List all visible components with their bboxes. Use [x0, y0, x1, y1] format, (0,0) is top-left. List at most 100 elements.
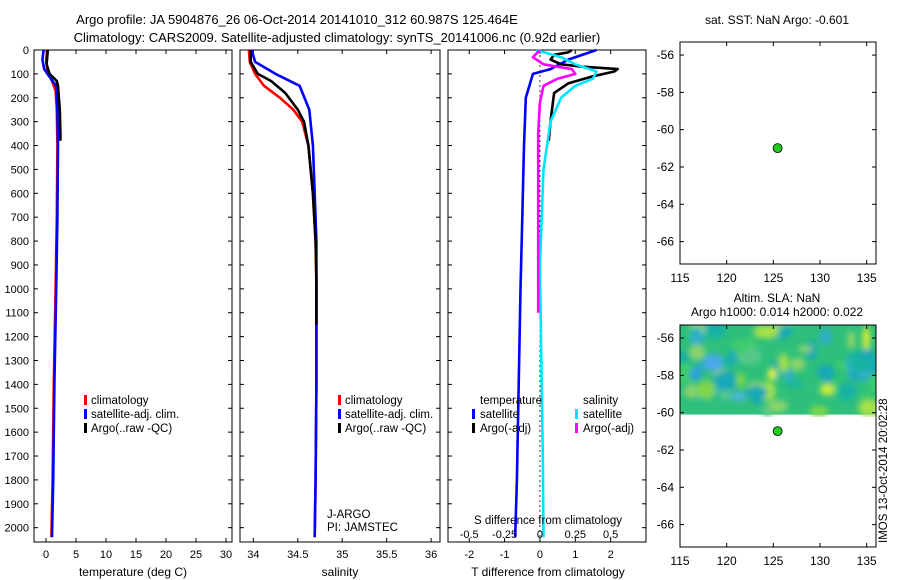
y-tick-label: -66: [657, 518, 675, 532]
sla-texture-cell: [809, 405, 829, 417]
series-line-salinity-argo-adj: [531, 49, 577, 313]
y-tick-label: -62: [657, 160, 675, 174]
x-tick-label: 34.5: [287, 549, 308, 561]
difference-legend: temperature satellite Argo(-adj) salinit…: [472, 395, 634, 435]
legend-title-temperature: temperature: [480, 395, 542, 407]
y-tick-label: 800: [11, 236, 29, 248]
sla-texture-cell: [702, 325, 727, 340]
legend-label-satellite: satellite-adj. clim.: [345, 409, 433, 421]
series-line-argo-raw-qc: [249, 50, 318, 325]
legend-swatch-climatology: [338, 395, 341, 405]
y-tick-label: -56: [657, 331, 675, 345]
x-tick-label: 125: [763, 554, 783, 568]
sla-texture-cell: [790, 357, 806, 372]
sla-texture-cell: [767, 399, 788, 413]
salinity-x-ticks: 34 34.5 35 35.5 36: [247, 50, 437, 561]
legend-label-sal-satellite: satellite: [583, 409, 622, 421]
y-tick-label: 100: [11, 69, 29, 81]
y-tick-label: -60: [657, 406, 675, 420]
y-tick-label: 600: [11, 188, 29, 200]
x-tick-label: 120: [717, 554, 737, 568]
sst-map-axes-box: [679, 41, 877, 265]
sla-map-title-line1: Altim. SLA: NaN: [734, 291, 821, 305]
sla-texture-cell: [713, 371, 738, 391]
legend-swatch-argo: [84, 423, 87, 433]
y-tick-label: -66: [657, 235, 675, 249]
sla-texture-cell: [816, 364, 835, 380]
legend-swatch-climatology: [84, 395, 87, 405]
series-line-climatology: [247, 49, 318, 538]
x-tick-label: 115: [670, 271, 689, 285]
temperature-series: [41, 49, 62, 538]
y-tick-label: 1500: [5, 403, 29, 415]
y-tick-label: 1400: [5, 379, 29, 391]
sla-texture-cell: [850, 371, 861, 381]
sla-map-title-line2: Argo h1000: 0.014 h2000: 0.022: [691, 305, 863, 319]
salinity-series: [247, 49, 318, 538]
y-tick-label: 1900: [5, 499, 29, 511]
legend-label-argo: Argo(..raw -QC): [91, 423, 172, 435]
y-tick-label: -56: [657, 48, 675, 62]
float-pi-annotation: PI: JAMSTEC: [327, 522, 398, 534]
temperature-panel: 0 5 10 15 20 25 30 0 100 200 300 400 500 600 700 800 90…: [5, 45, 233, 579]
sla-anomaly-cell: [730, 391, 747, 402]
legend-swatch-satellite: [84, 409, 87, 419]
sla-texture-cell: [857, 393, 874, 401]
sla-texture-cell: [778, 353, 789, 373]
legend-label-satellite: satellite-adj. clim.: [91, 409, 179, 421]
argo-position-marker: [772, 426, 783, 437]
x-tick-label: 15: [130, 549, 142, 561]
sla-map-axes-box: [679, 324, 877, 548]
sst-map-x-ticks: 115 120 125 130 135: [670, 42, 877, 285]
sla-texture-cell: [777, 325, 795, 334]
temperature-x-label: temperature (deg C): [79, 565, 187, 579]
sla-texture-cell: [731, 339, 750, 354]
sst-map-panel: sat. SST: NaN Argo: -0.601 115 120 125 130 1…: [657, 13, 877, 285]
series-line-temperature-satellite: [513, 48, 597, 538]
x-tick-label: 1: [572, 549, 578, 561]
series-line-argo-raw-qc: [45, 49, 62, 141]
x-tick-label: 35: [336, 549, 348, 561]
figure-title-line1: Argo profile: JA 5904876_26 06-Oct-2014 …: [76, 12, 518, 27]
sla-texture-cell: [837, 382, 856, 402]
x-tick-label: 36: [425, 549, 437, 561]
legend-swatch-temp-satellite: [472, 409, 475, 419]
x-tick-label: -1: [500, 549, 510, 561]
temperature-legend: climatology satellite-adj. clim. Argo(..…: [84, 395, 179, 435]
legend-swatch-sal-argo: [575, 423, 578, 433]
sla-texture-cell: [858, 399, 876, 417]
x-tick-label: 20: [160, 549, 172, 561]
y-tick-label: -58: [657, 85, 675, 99]
sla-texture-cell: [859, 347, 876, 361]
sla-anomaly-cell: [767, 368, 778, 381]
sla-field: [680, 325, 876, 417]
y-tick-label: 400: [11, 141, 29, 153]
difference-panel: -2 -1 0 1 2 S difference from climatology -0…: [447, 48, 647, 579]
legend-swatch-sal-satellite: [575, 409, 578, 419]
s-difference-tick-label: 0.25: [565, 529, 586, 541]
t-difference-label: T difference from climatology: [471, 565, 625, 579]
sla-texture-cell: [783, 370, 795, 382]
sla-anomaly-cell: [703, 353, 724, 372]
x-tick-label: 130: [810, 554, 830, 568]
y-tick-label: 1700: [5, 451, 29, 463]
sla-anomaly-cell: [820, 383, 834, 396]
x-tick-label: 10: [100, 549, 112, 561]
x-tick-label: 30: [220, 549, 232, 561]
float-program-annotation: J-ARGO: [327, 509, 371, 521]
legend-label-argo: Argo(..raw -QC): [345, 423, 426, 435]
difference-axes-box: [447, 49, 647, 543]
x-tick-label: 2: [608, 549, 614, 561]
y-tick-label: 500: [11, 164, 29, 176]
sla-texture-cell: [847, 351, 861, 361]
x-tick-label: 130: [810, 271, 830, 285]
sla-texture-cell: [847, 331, 856, 349]
sla-map-x-ticks: 115 120 125 130 135: [670, 325, 877, 568]
legend-swatch-satellite: [338, 409, 341, 419]
y-tick-label: 1000: [5, 284, 29, 296]
sla-texture-cell: [683, 384, 700, 399]
sla-texture-cell: [751, 393, 764, 405]
argo-position-marker: [772, 143, 783, 154]
sst-map-y-ticks: -56 -58 -60 -62 -64 -66: [657, 48, 876, 249]
